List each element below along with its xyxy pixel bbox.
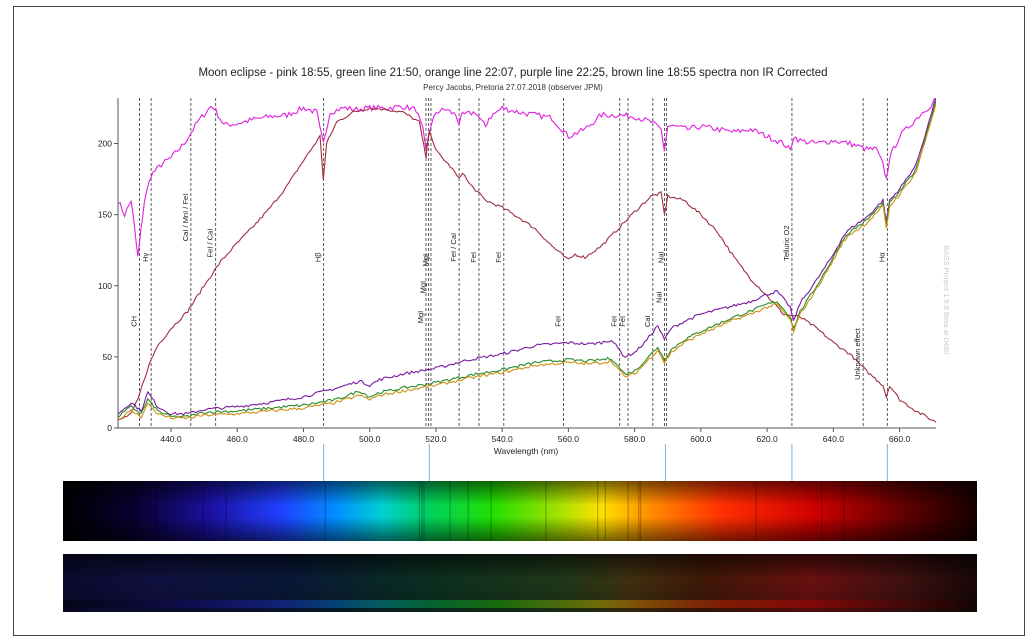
x-tick-label: 560.0 bbox=[558, 434, 580, 444]
spectral-line-label: Telluric O2 bbox=[782, 225, 791, 260]
x-tick-label: 540.0 bbox=[492, 434, 514, 444]
x-tick-label: 580.0 bbox=[624, 434, 646, 444]
x-tick-label: 660.0 bbox=[889, 434, 911, 444]
spectral-line-label: CaI / MnI / FeI bbox=[181, 194, 190, 242]
series-lines bbox=[118, 98, 936, 423]
y-tick-label: 0 bbox=[107, 423, 112, 433]
spectral-line-label: MgI bbox=[421, 254, 430, 267]
y-tick-label: 100 bbox=[98, 281, 112, 291]
x-tick-label: 460.0 bbox=[227, 434, 249, 444]
spectral-line-label: Hγ bbox=[141, 252, 150, 261]
spectral-line-label: FeI / CaI bbox=[206, 229, 215, 258]
y-tick-label: 200 bbox=[98, 139, 112, 149]
y-tick-label: 150 bbox=[98, 210, 112, 220]
reference-spectrum-shade bbox=[63, 481, 977, 541]
spectral-line-label: FeI bbox=[494, 252, 503, 263]
spectral-line-label: CH bbox=[130, 316, 139, 327]
spectral-line-label: FeI bbox=[553, 316, 562, 327]
x-tick-label: 500.0 bbox=[359, 434, 381, 444]
spectral-line-label: Hβ bbox=[314, 252, 323, 262]
spectral-line-label: FeI / CaI bbox=[449, 233, 458, 262]
chart-title: Moon eclipse - pink 18:55, green line 21… bbox=[198, 67, 827, 79]
series-line bbox=[118, 100, 936, 419]
spectral-line-label: FeI bbox=[618, 316, 627, 327]
spectral-line-label: NaI bbox=[656, 251, 665, 263]
spectrum-ticks bbox=[323, 444, 888, 481]
spectral-line-label: Hα bbox=[877, 252, 886, 262]
x-tick-label: 520.0 bbox=[425, 434, 447, 444]
y-ticks: 0 50 100 150 200 bbox=[98, 139, 118, 433]
marker-labels: CH Hγ CaI / MnI / FeI FeI / CaI Hβ MgI MgI MgI F… bbox=[130, 194, 887, 380]
chart-subtitle: Percy Jacobs, Pretoria 27.07.2018 (obser… bbox=[423, 83, 603, 92]
spectral-line-label: FeI bbox=[469, 252, 478, 263]
x-tick-label: 640.0 bbox=[823, 434, 845, 444]
x-tick-label: 440.0 bbox=[160, 434, 182, 444]
x-axis-label: Wavelength (nm) bbox=[494, 446, 559, 456]
x-tick-label: 480.0 bbox=[293, 434, 315, 444]
eclipse-spectrum-bright-edge bbox=[63, 600, 977, 608]
spectral-line-label: CaI bbox=[643, 315, 652, 327]
spectral-line-markers bbox=[139, 98, 888, 428]
x-tick-label: 620.0 bbox=[756, 434, 778, 444]
spectral-line-label: Unknown effect bbox=[853, 327, 862, 379]
series-line bbox=[118, 103, 936, 420]
x-tick-label: 600.0 bbox=[690, 434, 712, 444]
software-watermark: BASS Project 1.9.8 Beta at 0480 bbox=[942, 246, 951, 355]
spectral-line-label: MgI bbox=[419, 281, 428, 294]
series-line bbox=[118, 98, 936, 416]
series-line bbox=[118, 98, 936, 257]
x-ticks: 440.0 460.0 480.0 500.0 520.0 540.0 560.0 580.0… bbox=[160, 428, 910, 444]
series-line bbox=[118, 107, 936, 423]
spectral-line-label: MgI bbox=[416, 311, 425, 324]
figure-frame bbox=[13, 6, 1025, 636]
spectral-line-label: FeI bbox=[610, 316, 619, 327]
reference-spectrum-lines bbox=[155, 481, 845, 541]
y-tick-label: 50 bbox=[103, 352, 113, 362]
spectral-line-label: NaI bbox=[654, 291, 663, 303]
